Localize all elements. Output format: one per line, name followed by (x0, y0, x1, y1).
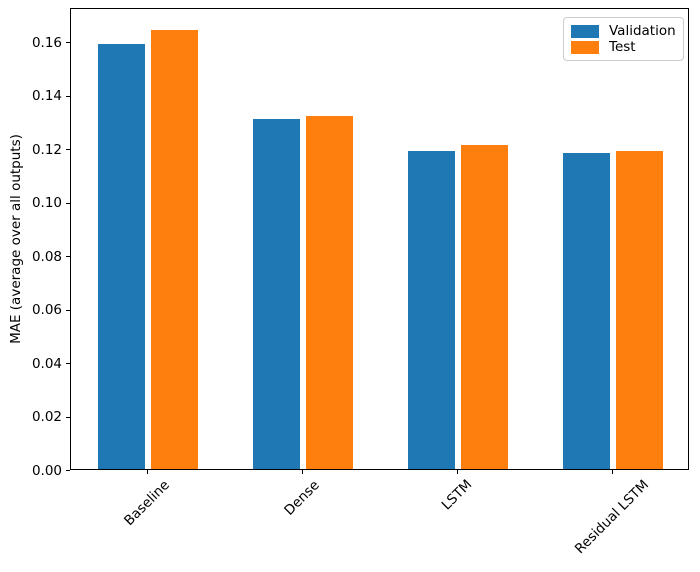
x-tick-mark (611, 470, 613, 474)
legend-label-test: Test (609, 39, 636, 55)
bar-test-lstm (460, 145, 508, 469)
x-tick-label-lstm: LSTM (438, 476, 476, 514)
y-tick-mark (66, 470, 70, 471)
y-tick-mark (66, 309, 70, 311)
legend-swatch-test-icon (571, 40, 599, 54)
y-tick-mark (66, 95, 70, 97)
y-tick-mark (66, 42, 70, 43)
x-tick-mark (456, 470, 458, 474)
y-tick-label: 0.06 (31, 302, 62, 318)
legend: Validation Test (563, 17, 684, 61)
bar-test-dense (306, 116, 354, 469)
bar-test-baseline (151, 30, 199, 469)
y-tick-label: 0.14 (31, 88, 62, 104)
y-tick-label: 0.02 (31, 409, 62, 425)
y-tick-label: 0.10 (31, 195, 62, 211)
y-tick-mark (66, 256, 70, 257)
x-tick-mark (147, 470, 149, 474)
y-tick-label: 0.16 (31, 34, 62, 51)
y-tick-mark (66, 149, 70, 150)
x-tick-label-baseline: Baseline (121, 476, 174, 529)
legend-row-validation: Validation (571, 23, 676, 39)
y-tick-label: 0.00 (31, 462, 62, 479)
x-tick-label-residual-lstm: Residual LSTM (571, 476, 652, 557)
bar-validation-residual-lstm (562, 153, 610, 469)
y-tick-label: 0.12 (31, 141, 62, 158)
y-tick-label: 0.08 (31, 248, 62, 265)
bar-test-residual-lstm (615, 151, 663, 469)
bar-validation-lstm (407, 151, 455, 469)
legend-row-test: Test (571, 39, 676, 55)
legend-label-validation: Validation (609, 23, 676, 39)
plot-area (70, 8, 689, 470)
x-tick-label-dense: Dense (281, 477, 323, 519)
bar-validation-baseline (98, 44, 146, 469)
y-tick-mark (66, 202, 70, 204)
y-tick-mark (66, 416, 70, 418)
y-tick-label: 0.04 (31, 355, 62, 372)
x-tick-mark (302, 470, 304, 474)
bar-validation-dense (253, 119, 301, 469)
y-tick-mark (66, 363, 70, 364)
legend-swatch-validation-icon (571, 24, 599, 38)
